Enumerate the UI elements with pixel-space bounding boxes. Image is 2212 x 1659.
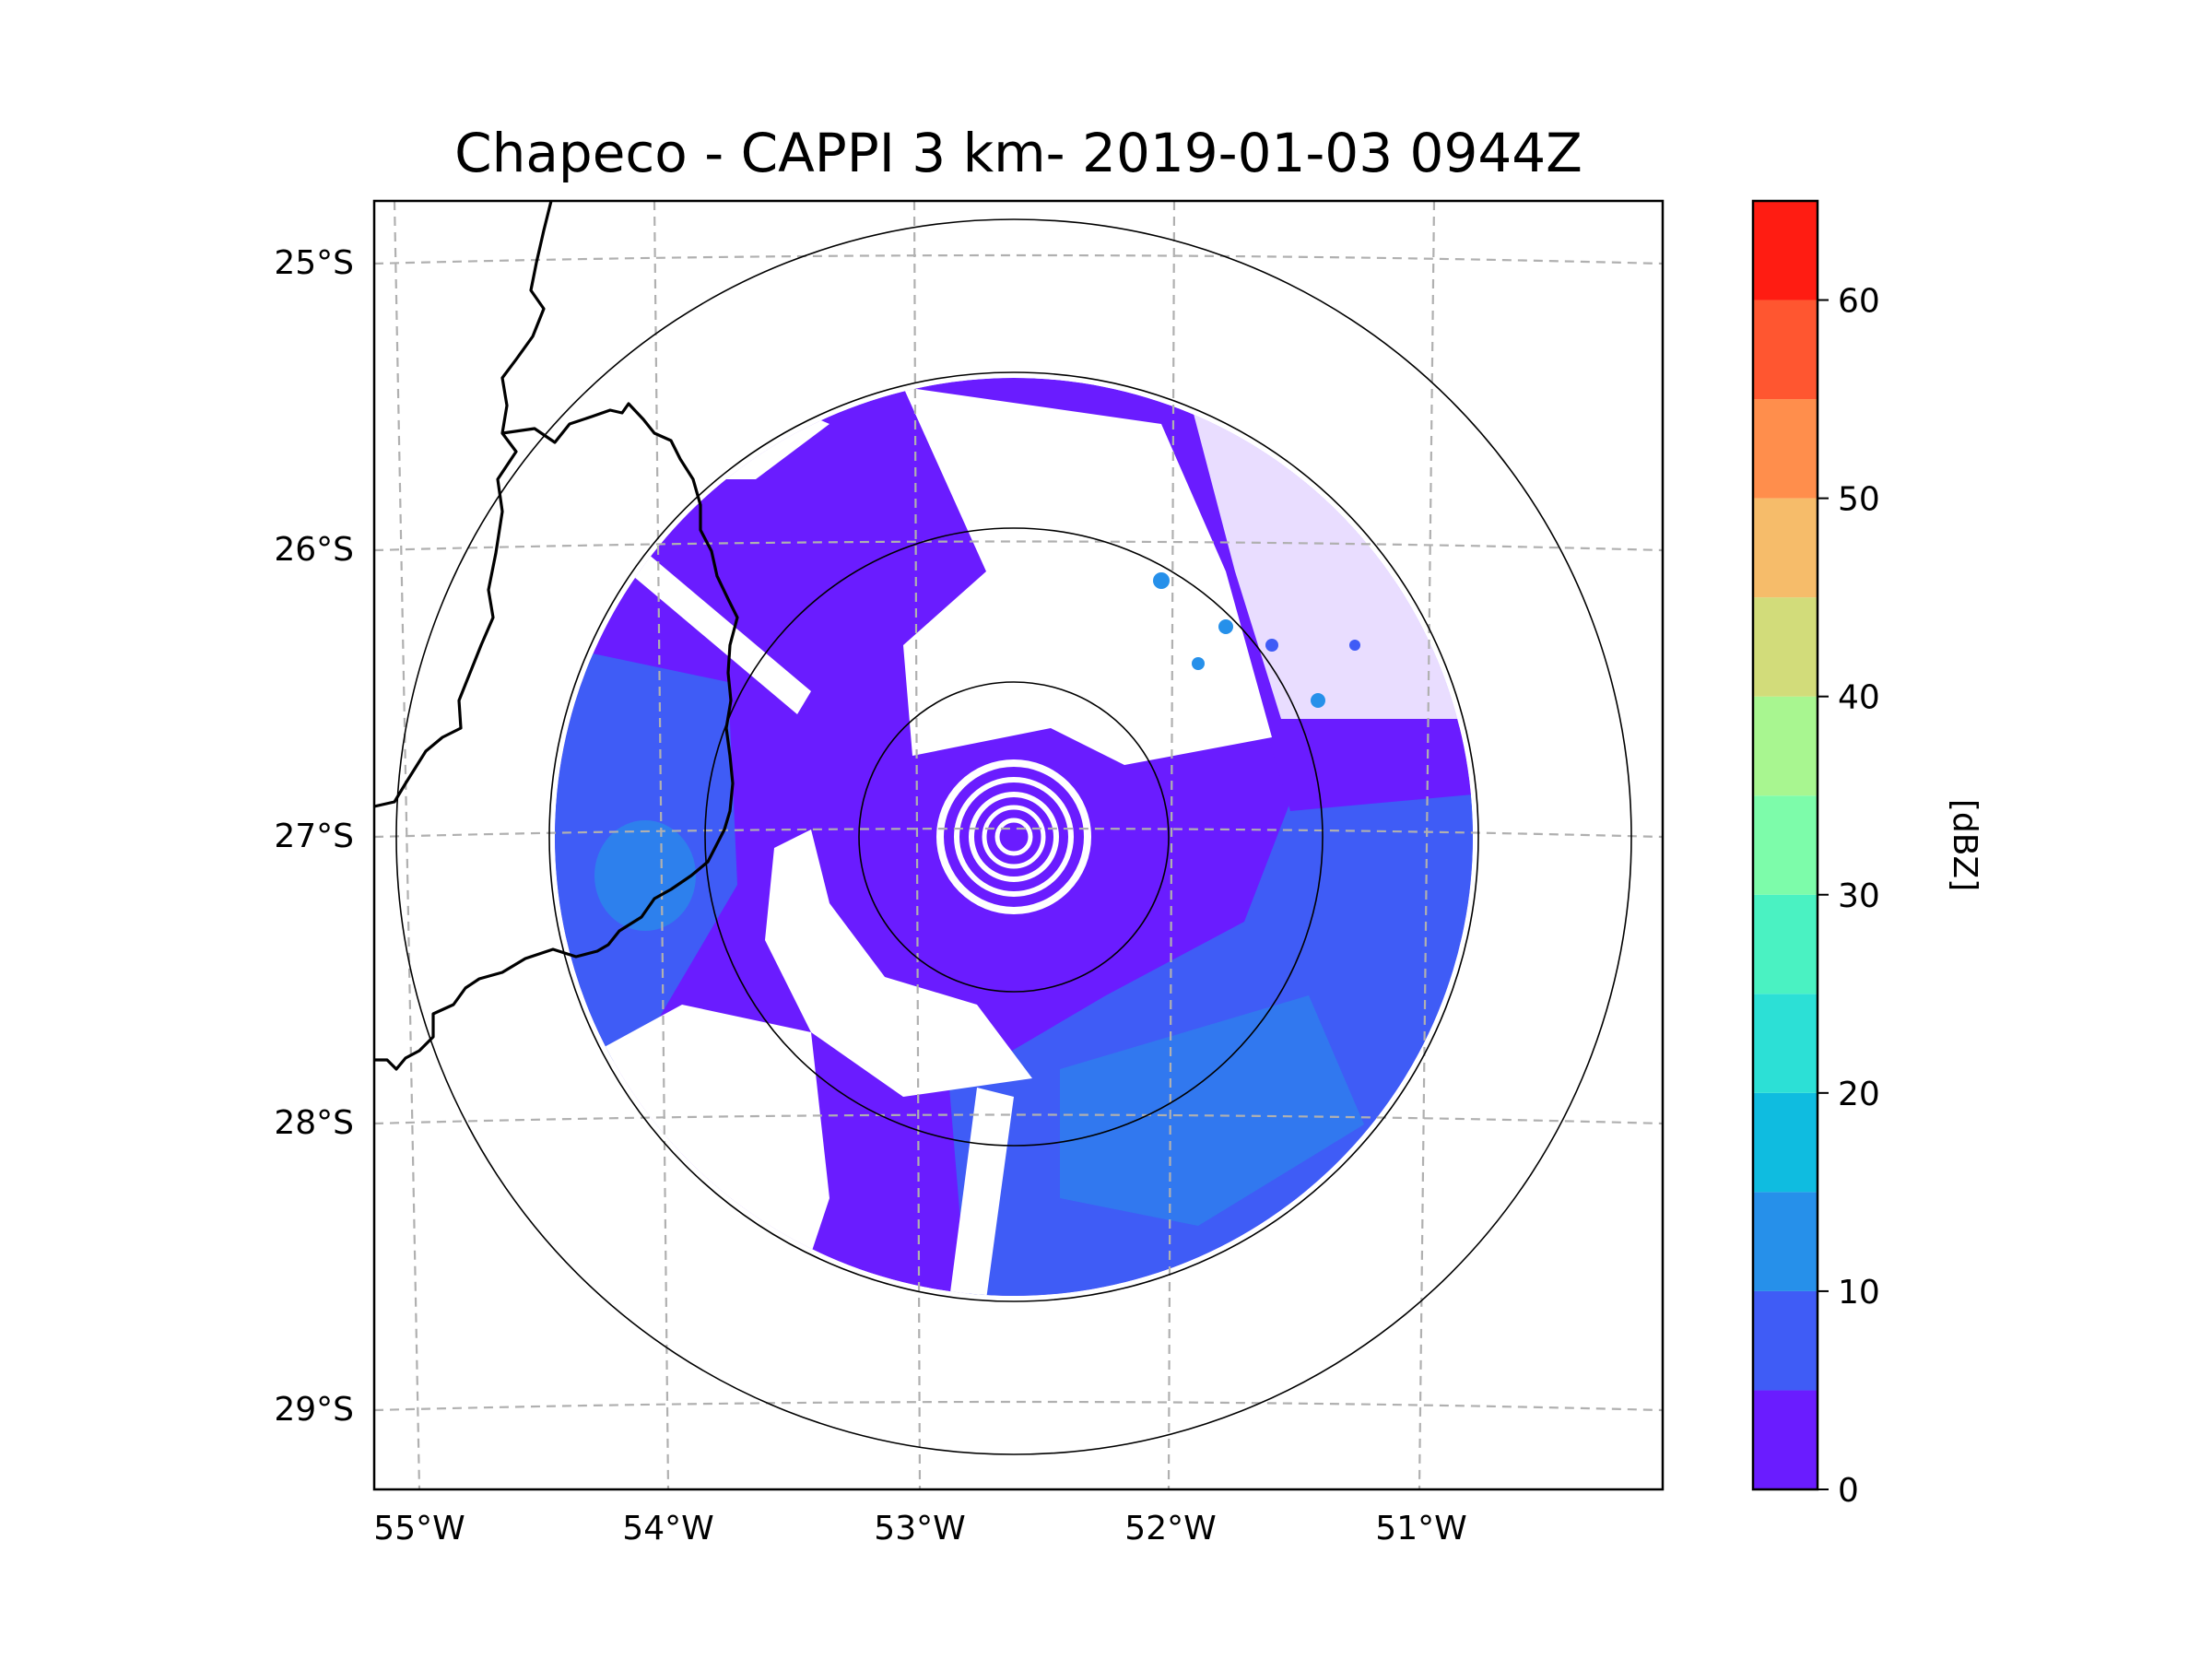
colorbar-segments	[1753, 201, 1818, 1489]
lat-label: 26°S	[274, 531, 354, 569]
lat-axis-labels: 25°S 26°S 27°S 28°S 29°S	[274, 244, 354, 1429]
range-ring-4	[395, 218, 1632, 1455]
map-panel	[372, 199, 1665, 1491]
storm-cell	[1265, 639, 1278, 652]
lon-label: 54°W	[622, 1510, 713, 1547]
range-rings	[395, 218, 1632, 1455]
colorbar-segment	[1753, 399, 1818, 499]
colorbar-segment	[1753, 597, 1818, 697]
lat-label: 25°S	[274, 244, 354, 282]
map-frame	[372, 199, 1665, 1491]
storm-cell	[1153, 572, 1170, 589]
gridline-lon-54	[653, 201, 670, 1489]
storm-cell	[1218, 619, 1233, 634]
colorbar-ticks: 0 10 20 30 40 50 60	[1818, 283, 1880, 1510]
lon-label: 55°W	[373, 1510, 465, 1547]
reflectivity-region-ne	[1263, 719, 1473, 811]
lat-label: 29°S	[274, 1391, 354, 1429]
colorbar-tick-label: 60	[1838, 283, 1880, 321]
chart-title: Chapeco - CAPPI 3 km- 2019-01-03 0944Z	[454, 122, 1583, 184]
center-clutter-rings	[936, 759, 1091, 914]
storm-cell	[1349, 640, 1360, 651]
colorbar-frame	[1751, 199, 1819, 1491]
reflectivity-region-se-core	[1060, 995, 1364, 1226]
colorbar-tick-label: 40	[1838, 679, 1880, 717]
political-borders	[374, 201, 739, 1071]
storm-cell	[1192, 657, 1205, 670]
beam-blockage-stripe	[622, 544, 811, 714]
gridline-lat-25	[374, 253, 1663, 265]
colorbar-segment	[1753, 1290, 1818, 1391]
gridline-lat-29	[374, 1400, 1663, 1412]
border-paraguay	[374, 201, 553, 808]
range-ring-2	[704, 527, 1324, 1147]
range-ring-1	[858, 681, 1170, 993]
colorbar-label: [dBZ]	[1946, 799, 1983, 891]
storm-cell	[1311, 693, 1325, 708]
lon-axis-labels: 55°W 54°W 53°W 52°W 51°W	[373, 1510, 1466, 1547]
colorbar-segment	[1753, 201, 1818, 300]
lat-label: 28°S	[274, 1104, 354, 1142]
colorbar-tick-label: 10	[1838, 1274, 1880, 1312]
colorbar-segment	[1753, 696, 1818, 796]
gridline-lat-27	[374, 827, 1663, 839]
colorbar-segment	[1753, 1092, 1818, 1193]
colorbar: 0 10 20 30 40 50 60 [dBZ]	[1751, 199, 1983, 1510]
lon-label: 51°W	[1375, 1510, 1466, 1547]
colorbar-segment	[1753, 300, 1818, 400]
colorbar-tick-label: 0	[1838, 1472, 1859, 1510]
colorbar-tick-label: 50	[1838, 481, 1880, 519]
colorbar-tick-label: 30	[1838, 877, 1880, 915]
clear-area-far-ne	[1189, 396, 1473, 719]
lon-label: 53°W	[874, 1510, 965, 1547]
colorbar-tick-label: 20	[1838, 1076, 1880, 1113]
clear-area-s-strip	[949, 1088, 1014, 1296]
reflectivity-region-w-core	[594, 820, 696, 931]
gridline-lat-26	[374, 540, 1663, 552]
gridline-lat-28	[374, 1113, 1663, 1125]
gridline-lon-51	[1418, 201, 1436, 1489]
lat-label: 27°S	[274, 818, 354, 855]
range-ring-3	[548, 371, 1479, 1302]
reflectivity-field	[555, 378, 1473, 1296]
gridline-lon-55	[393, 201, 421, 1489]
clear-area-s	[765, 830, 1032, 1097]
colorbar-segment	[1753, 1390, 1818, 1489]
colorbar-segment	[1753, 1192, 1818, 1291]
gridline-lon-53	[912, 201, 922, 1489]
colorbar-segment	[1753, 994, 1818, 1093]
colorbar-segment	[1753, 795, 1818, 895]
border-argentina-brazil	[374, 402, 739, 1071]
lon-label: 52°W	[1124, 1510, 1216, 1547]
colorbar-segment	[1753, 498, 1818, 598]
colorbar-segment	[1753, 894, 1818, 994]
clear-area-ne	[903, 387, 1272, 765]
